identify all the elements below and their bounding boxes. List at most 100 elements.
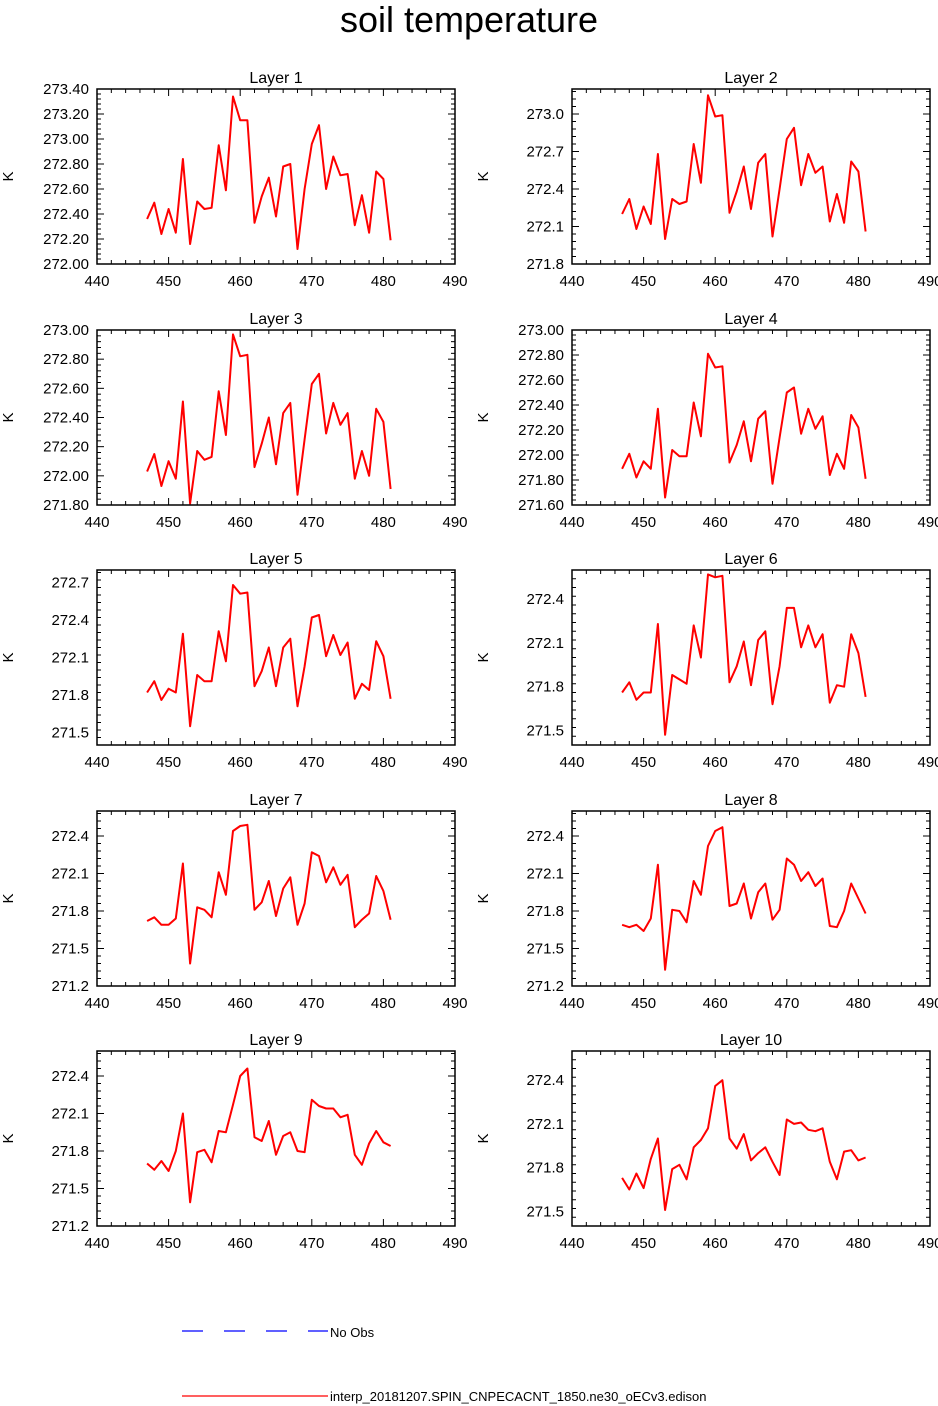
x-tick-label: 470 [299, 995, 324, 1012]
y-tick-label: 273.00 [43, 322, 89, 339]
y-axis-label: K [0, 893, 17, 903]
x-tick-label: 490 [442, 273, 467, 290]
x-tick-label: 450 [156, 754, 181, 771]
y-tick-label: 271.8 [526, 903, 564, 920]
y-tick-label: 272.20 [518, 422, 564, 439]
x-tick-label: 470 [774, 1235, 799, 1252]
y-tick-label: 273.0 [526, 106, 564, 123]
x-tick-label: 440 [84, 995, 109, 1012]
y-tick-label: 272.00 [43, 468, 89, 485]
x-tick-label: 460 [703, 1235, 728, 1252]
y-tick-label: 272.1 [526, 635, 564, 652]
x-tick-label: 440 [84, 273, 109, 290]
plot-frame [96, 88, 456, 265]
x-tick-label: 480 [371, 995, 396, 1012]
x-tick-label: 450 [156, 273, 181, 290]
x-tick-label: 470 [299, 1235, 324, 1252]
y-tick-label: 272.1 [51, 650, 89, 667]
x-tick-label: 480 [846, 273, 871, 290]
series-line [146, 333, 392, 505]
x-tick-label: 480 [846, 1235, 871, 1252]
x-tick-label: 470 [299, 273, 324, 290]
legend-no-obs-label: No Obs [330, 1325, 375, 1340]
y-tick-label: 271.5 [51, 725, 89, 742]
y-tick-label: 272.1 [51, 1106, 89, 1123]
x-tick-label: 440 [84, 754, 109, 771]
y-tick-label: 273.00 [518, 322, 564, 339]
series-line [621, 94, 867, 240]
y-tick-label: 272.1 [526, 219, 564, 236]
y-tick-label: 271.5 [51, 941, 89, 958]
y-tick-label: 272.20 [43, 439, 89, 456]
y-tick-label: 272.40 [518, 397, 564, 414]
y-tick-label: 272.00 [518, 447, 564, 464]
y-tick-label: 271.80 [43, 497, 89, 514]
plot-frame [96, 1050, 456, 1227]
x-tick-label: 470 [299, 754, 324, 771]
x-tick-label: 460 [703, 514, 728, 531]
x-tick-label: 480 [371, 273, 396, 290]
x-tick-label: 460 [228, 273, 253, 290]
series-line [146, 823, 392, 965]
panel-layer-6: Layer 6 K 440 450 460 470 480 490 271.5 271.8 272.… [475, 551, 938, 771]
y-axis-label: K [475, 893, 492, 903]
y-tick-label: 272.40 [43, 410, 89, 427]
panel-title: Layer 8 [724, 792, 777, 809]
x-tick-label: 450 [631, 1235, 656, 1252]
plot-frame [571, 569, 931, 746]
panel-title: Layer 5 [249, 551, 302, 568]
y-tick-label: 271.60 [518, 497, 564, 514]
x-tick-label: 480 [371, 1235, 396, 1252]
y-axis-label: K [0, 652, 17, 662]
y-tick-label: 272.4 [526, 1072, 564, 1089]
x-tick-label: 470 [299, 514, 324, 531]
x-tick-label: 460 [228, 754, 253, 771]
x-tick-label: 480 [846, 754, 871, 771]
y-tick-label: 271.2 [526, 978, 564, 995]
panel-title: Layer 7 [249, 792, 302, 809]
y-tick-label: 271.8 [51, 1143, 89, 1160]
plot-frame [96, 569, 456, 746]
x-tick-label: 490 [917, 754, 938, 771]
y-axis-label: K [0, 412, 17, 422]
y-tick-label: 273.40 [43, 81, 89, 98]
series-line [621, 352, 867, 499]
series-line [146, 584, 392, 728]
x-tick-label: 490 [442, 1235, 467, 1252]
panel-layer-2: Layer 2 K 440 450 460 470 480 490 271.8 272.1 272.… [475, 70, 938, 290]
x-tick-label: 480 [846, 995, 871, 1012]
x-tick-label: 490 [917, 273, 938, 290]
y-axis-label: K [475, 652, 492, 662]
y-tick-label: 271.8 [51, 687, 89, 704]
x-tick-label: 450 [631, 273, 656, 290]
panel-layer-5: Layer 5 K 440 450 460 470 480 490 271.5 271.8 272.… [0, 551, 468, 771]
y-axis-label: K [475, 171, 492, 181]
panel-layer-4: Layer 4 K 440 450 460 470 480 490 271.60 271.80 27… [475, 311, 938, 531]
y-tick-label: 272.60 [518, 372, 564, 389]
series-line [146, 1067, 392, 1204]
y-tick-label: 272.60 [43, 181, 89, 198]
panel-title: Layer 10 [720, 1032, 782, 1049]
x-tick-label: 450 [156, 995, 181, 1012]
y-tick-label: 271.8 [526, 256, 564, 273]
y-axis-label: K [0, 1133, 17, 1143]
x-tick-label: 440 [559, 273, 584, 290]
y-tick-label: 271.2 [51, 978, 89, 995]
panel-title: Layer 4 [724, 311, 777, 328]
series-line [621, 573, 867, 736]
y-tick-label: 272.4 [51, 612, 89, 629]
page-title: soil temperature [339, 0, 599, 40]
x-tick-label: 450 [631, 514, 656, 531]
y-axis-label: K [0, 171, 17, 181]
y-axis-label: K [475, 412, 492, 422]
panel-layer-9: Layer 9 K 440 450 460 470 480 490 271.2 271.5 271.… [0, 1032, 468, 1252]
y-tick-label: 271.5 [51, 1181, 89, 1198]
x-tick-label: 460 [703, 995, 728, 1012]
y-tick-label: 272.4 [526, 828, 564, 845]
x-tick-label: 480 [371, 754, 396, 771]
panel-title: Layer 6 [724, 551, 777, 568]
y-tick-label: 271.5 [526, 722, 564, 739]
y-tick-label: 273.00 [43, 131, 89, 148]
x-tick-label: 450 [631, 995, 656, 1012]
